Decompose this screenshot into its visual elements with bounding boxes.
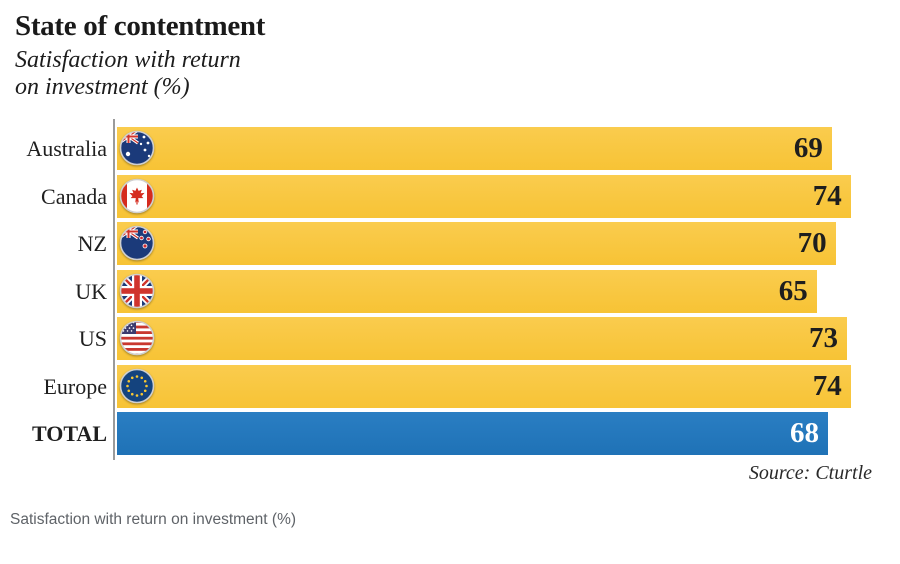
category-label-canada: Canada [41,183,107,209]
value-label-us: 73 [808,322,838,354]
category-label-europe: Europe [43,373,107,399]
category-label-total: TOTAL [32,421,107,446]
bar-us: 73 [117,317,847,360]
bar-row-us: US [0,317,900,360]
bar-row-nz: NZ [0,222,900,265]
chart-subtitle: Satisfaction with return on investment (… [15,47,241,101]
category-label-australia: Australia [26,136,107,161]
bar-europe: 74 [117,364,851,408]
canada-flag-icon [119,178,155,214]
australia-flag-icon [119,130,155,166]
value-label-europe: 74 [812,369,842,402]
bar-uk: 65 [117,269,817,313]
value-label-uk: 65 [778,274,808,307]
y-axis-line [113,119,115,460]
chart-title: State of contentment [15,10,266,42]
bar-row-canada: Canada 74 [0,174,900,218]
bar-canada: 74 [117,174,851,218]
bar-row-europe: Europe [0,364,900,408]
bar-total: 68 [117,412,829,455]
value-label-nz: 70 [797,227,827,259]
bar-nz: 70 [117,222,836,265]
value-label-total: 68 [790,417,820,449]
bar-chart: Australia [0,127,900,460]
bar-row-uk: UK [0,269,900,313]
category-label-us: US [78,326,107,351]
value-label-australia: 69 [793,132,823,164]
us-flag-icon [119,320,155,356]
bar-australia: 69 [117,127,832,170]
subtitle-line-1: Satisfaction with return [15,47,241,73]
europe-flag-icon [119,368,155,404]
bar-row-total: TOTAL 68 [0,412,900,455]
new-zealand-flag-icon [119,225,155,261]
value-label-canada: 74 [812,179,842,212]
category-label-nz: NZ [77,231,107,256]
uk-flag-icon [119,273,155,309]
page-caption: Satisfaction with return on investment (… [10,511,297,528]
source-credit: Source: Cturtle [748,462,872,484]
category-label-uk: UK [75,278,107,304]
bar-row-australia: Australia [0,127,900,170]
subtitle-line-2: on investment (%) [15,74,190,100]
